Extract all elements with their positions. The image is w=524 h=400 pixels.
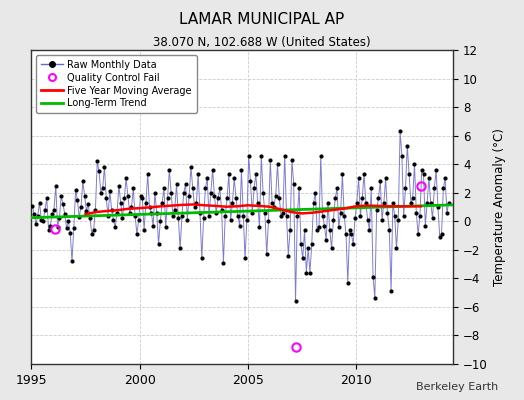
Legend: Raw Monthly Data, Quality Control Fail, Five Year Moving Average, Long-Term Tren: Raw Monthly Data, Quality Control Fail, … <box>36 55 197 113</box>
Text: LAMAR MUNICIPAL AP: LAMAR MUNICIPAL AP <box>179 12 345 27</box>
Y-axis label: Temperature Anomaly (°C): Temperature Anomaly (°C) <box>493 128 506 286</box>
Text: Berkeley Earth: Berkeley Earth <box>416 382 498 392</box>
Text: 38.070 N, 102.688 W (United States): 38.070 N, 102.688 W (United States) <box>153 36 371 49</box>
